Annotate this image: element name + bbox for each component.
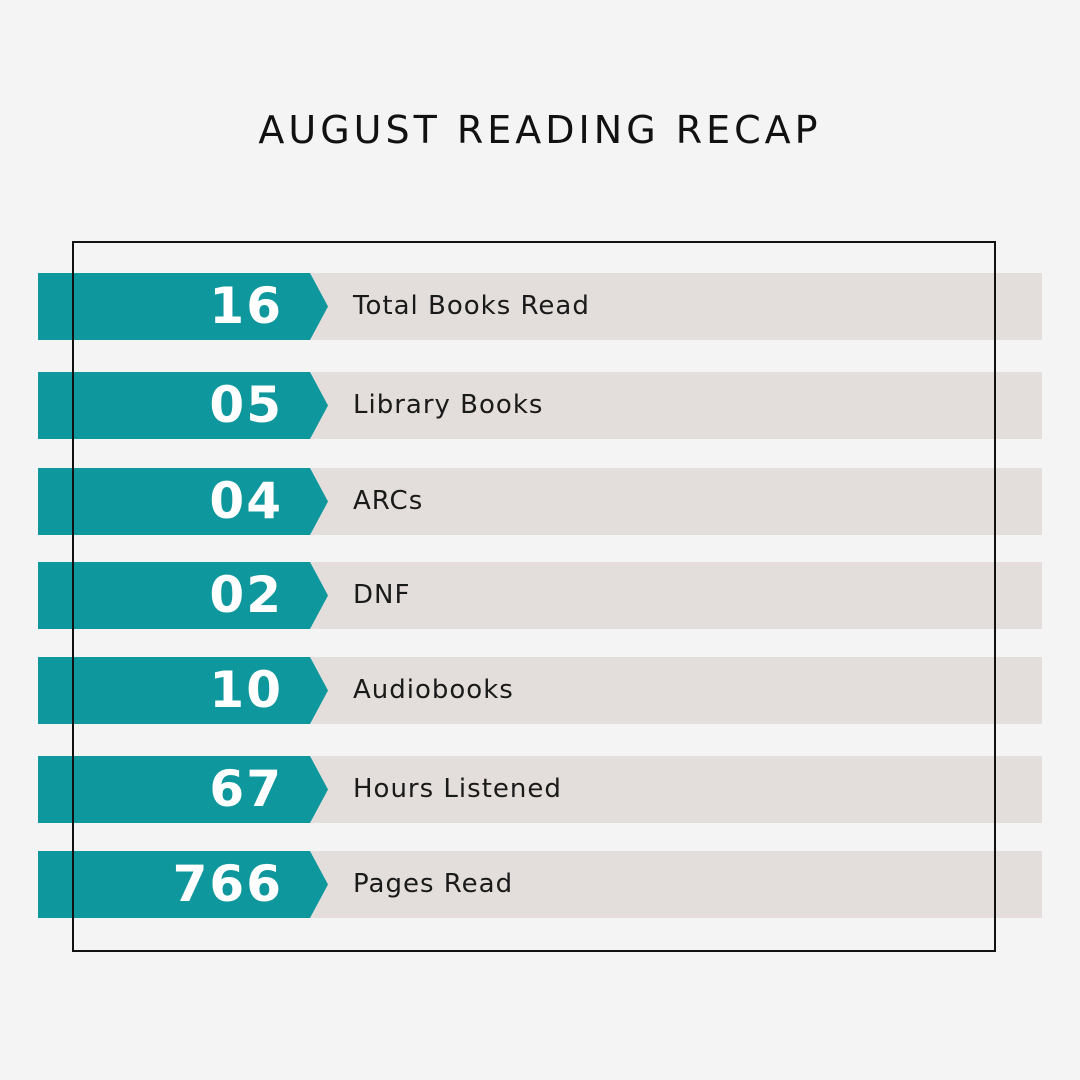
stat-row: 10 Audiobooks	[38, 657, 1042, 724]
stat-label: Library Books	[353, 390, 544, 420]
stat-value: 04	[38, 468, 328, 535]
stat-value: 16	[38, 273, 328, 340]
stat-label: Total Books Read	[353, 291, 590, 321]
stat-value: 766	[38, 851, 328, 918]
stat-value: 02	[38, 562, 328, 629]
stat-label: Pages Read	[353, 869, 514, 899]
stat-value: 05	[38, 372, 328, 439]
stat-row: 766 Pages Read	[38, 851, 1042, 918]
stat-row: 05 Library Books	[38, 372, 1042, 439]
stat-row: 67 Hours Listened	[38, 756, 1042, 823]
stat-row: 04 ARCs	[38, 468, 1042, 535]
stat-row: 16 Total Books Read	[38, 273, 1042, 340]
page-title: AUGUST READING RECAP	[258, 108, 822, 152]
stat-value: 67	[38, 756, 328, 823]
stat-label: Hours Listened	[353, 774, 562, 804]
stat-label: DNF	[353, 580, 411, 610]
stat-label: ARCs	[353, 486, 424, 516]
stat-label: Audiobooks	[353, 675, 514, 705]
stat-value: 10	[38, 657, 328, 724]
stat-row: 02 DNF	[38, 562, 1042, 629]
